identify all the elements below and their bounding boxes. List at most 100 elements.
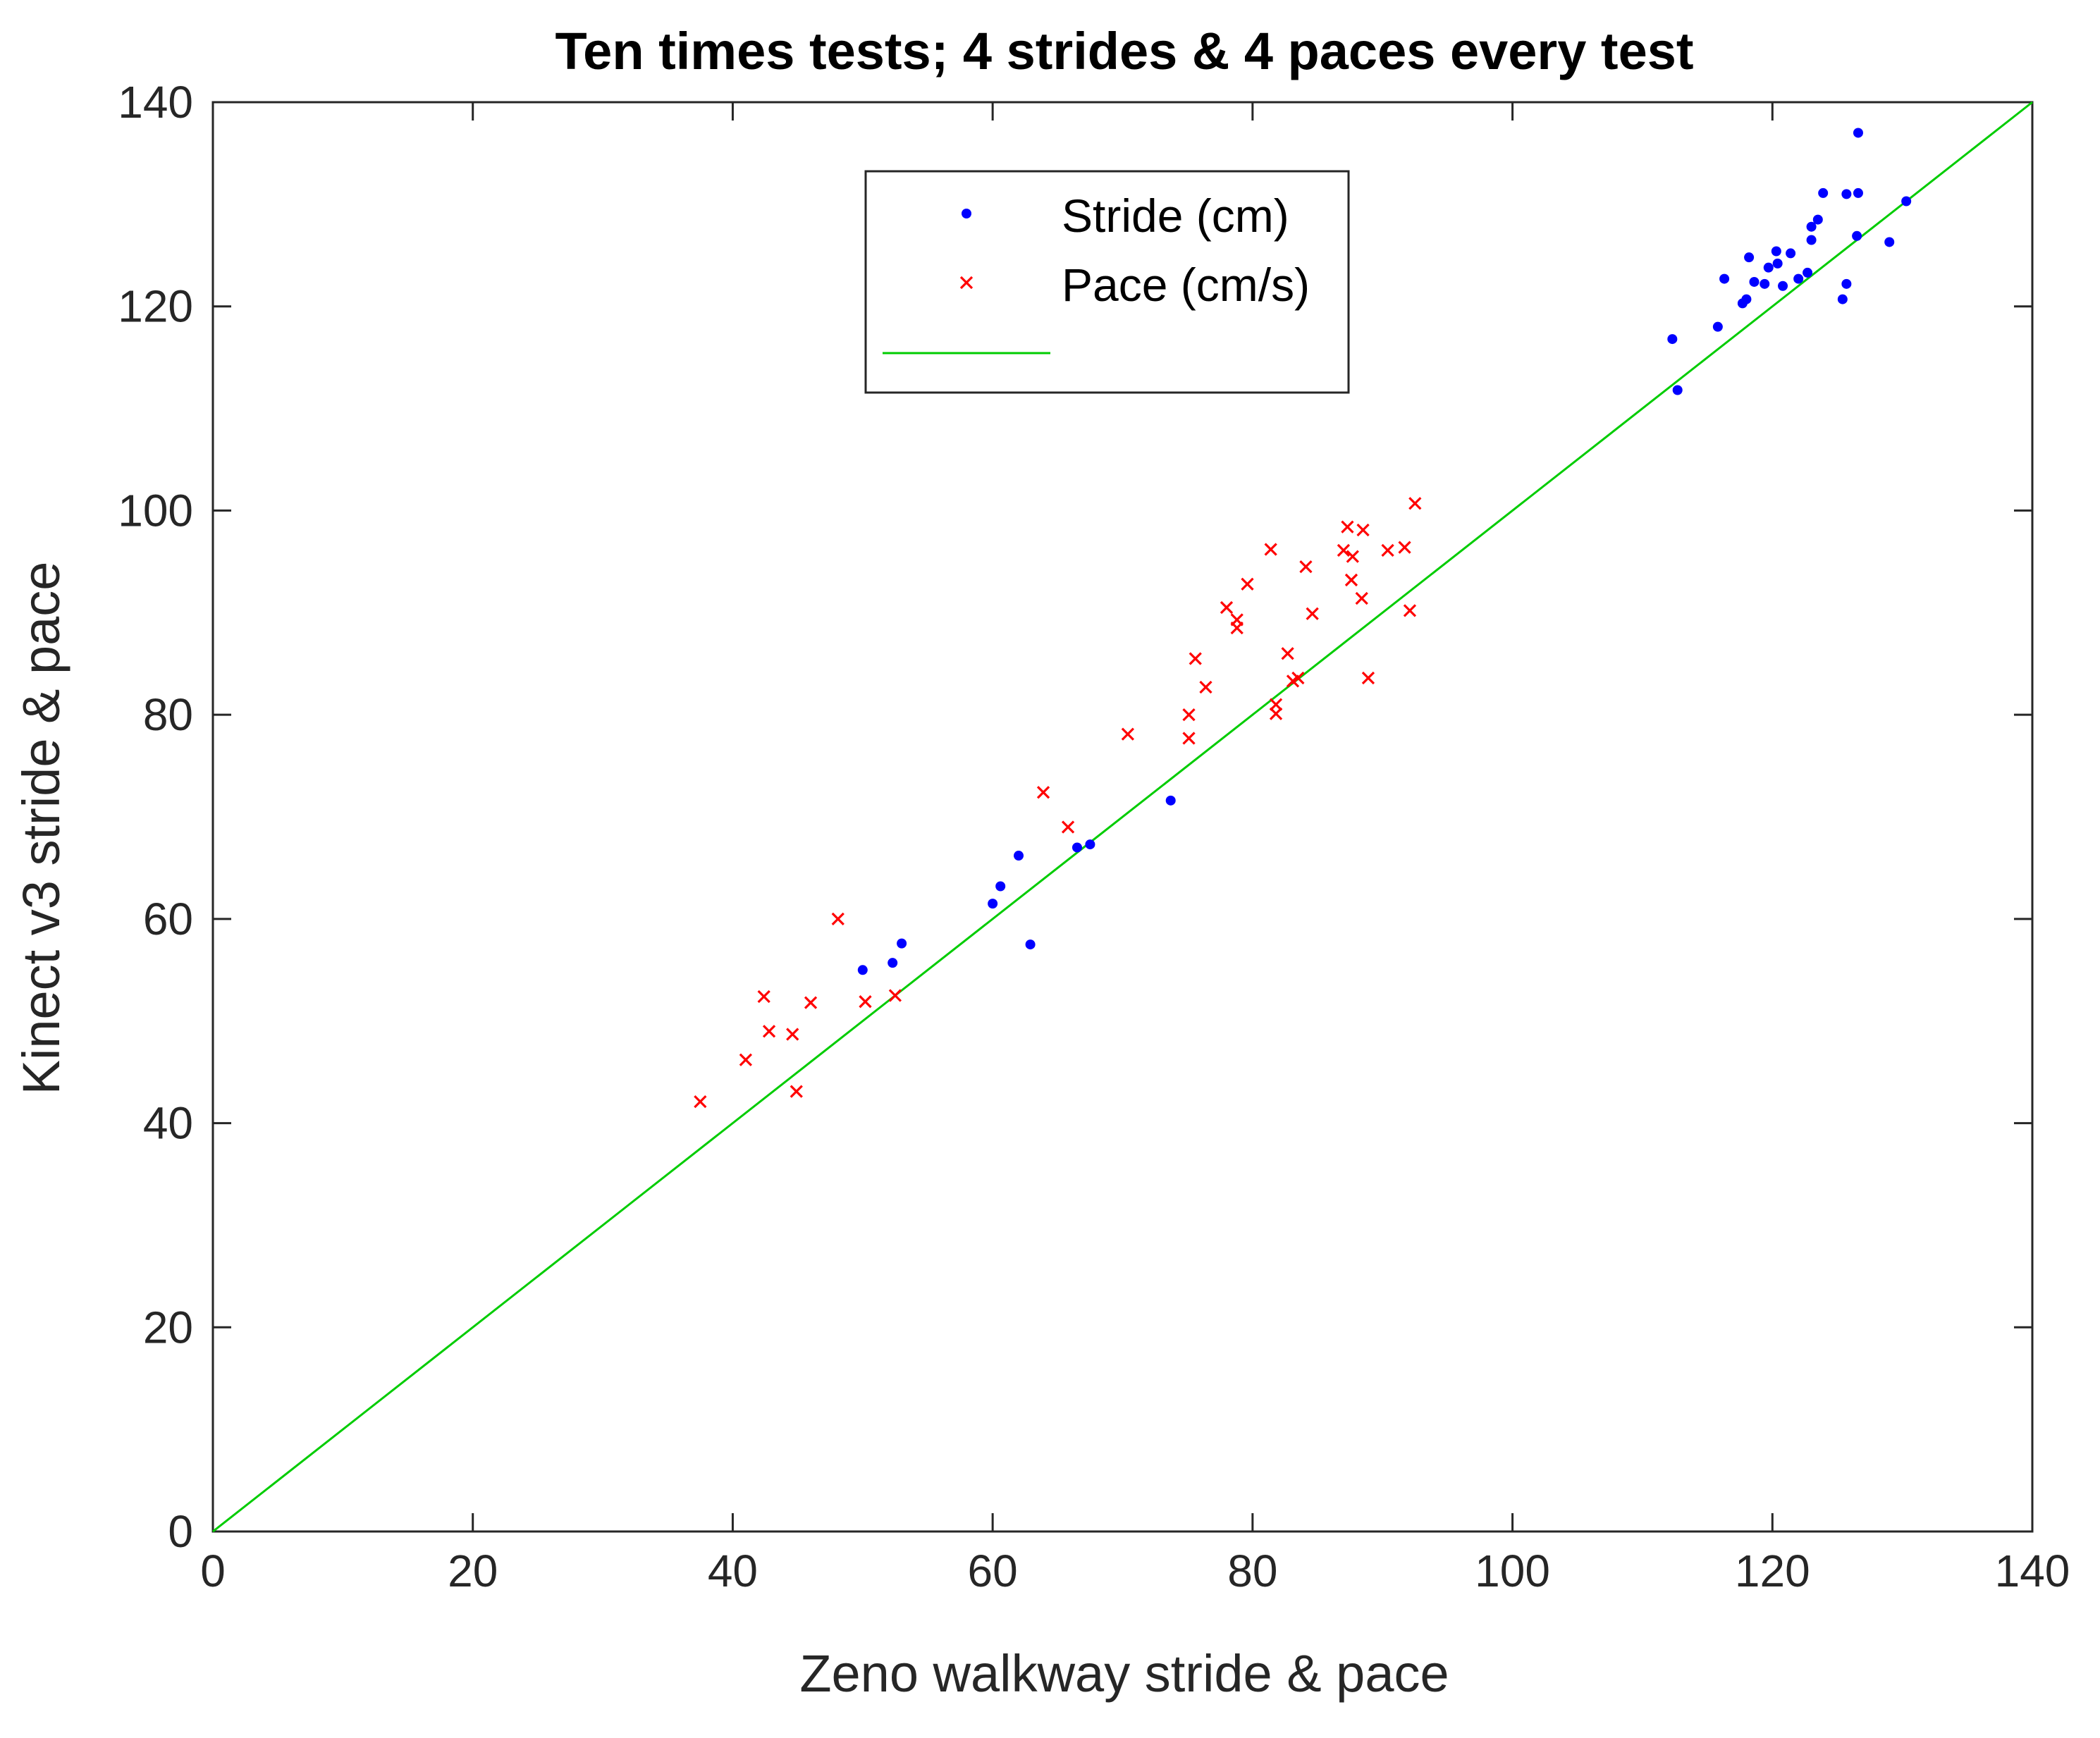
stride-point: [1741, 294, 1752, 304]
stride-point: [995, 881, 1006, 892]
pace-point: [1337, 543, 1351, 557]
legend-label: Stride (cm): [1062, 190, 1289, 242]
pace-point-stroke-b: [694, 1095, 707, 1109]
pace-point: [1398, 541, 1411, 554]
x-tick-label: 40: [708, 1546, 758, 1596]
y-tick-label: 40: [143, 1098, 193, 1149]
pace-point: [762, 1025, 776, 1038]
pace-point-stroke-b: [786, 1028, 799, 1041]
pace-point: [1361, 671, 1375, 685]
stride-point: [1806, 235, 1817, 245]
pace-point-stroke-b: [1403, 604, 1417, 617]
legend-pace-marker: [959, 276, 974, 290]
stride-point: [1667, 334, 1678, 345]
x-tick-label: 100: [1475, 1546, 1550, 1596]
pace-point-stroke-b: [1241, 577, 1254, 591]
stride-point: [1812, 214, 1823, 225]
axes-box: [211, 101, 2034, 1533]
stride-point: [1025, 939, 1036, 950]
stride-point: [1901, 196, 1912, 207]
pace-point: [1264, 543, 1277, 556]
pace-point: [1182, 732, 1196, 745]
y-tick-label: 140: [118, 77, 193, 128]
pace-point: [786, 1028, 799, 1041]
pace-point-stroke-b: [1299, 560, 1313, 574]
stride-point: [1014, 851, 1024, 861]
pace-point-stroke-b: [888, 989, 902, 1002]
y-tick-label: 20: [143, 1302, 193, 1352]
pace-point-stroke-b: [1036, 786, 1050, 799]
pace-point: [1355, 591, 1368, 605]
stride-point: [1806, 221, 1817, 232]
pace-point: [1281, 647, 1294, 660]
pace-point: [831, 912, 845, 925]
pace-point: [1199, 680, 1212, 694]
pace-point-stroke-b: [1356, 523, 1370, 537]
pace-point: [1269, 698, 1283, 711]
pace-point-stroke-b: [1230, 621, 1244, 635]
pace-point: [790, 1085, 803, 1098]
pace-point: [1241, 577, 1254, 591]
pace-point: [1036, 786, 1050, 799]
pace-point: [1299, 560, 1313, 574]
pace-point: [1291, 671, 1305, 685]
pace-point-stroke-b: [1189, 652, 1202, 665]
pace-point-stroke-b: [1182, 708, 1196, 722]
pace-point: [1403, 604, 1417, 617]
pace-point: [1182, 708, 1196, 722]
pace-point: [1061, 820, 1075, 834]
pace-point-stroke-b: [1361, 671, 1375, 685]
stride-point: [1719, 273, 1730, 284]
pace-point: [859, 995, 872, 1009]
pace-point-stroke-b: [1341, 520, 1354, 534]
pace-point: [1341, 520, 1354, 534]
pace-point-stroke-b: [831, 912, 845, 925]
legend-stride-marker: [962, 209, 971, 218]
y-tick-label: 60: [143, 894, 193, 944]
stride-point: [1841, 189, 1852, 199]
stride-point: [1772, 258, 1783, 269]
x-tick-label: 120: [1735, 1546, 1810, 1596]
legend-pace-marker-stroke-b: [959, 276, 974, 290]
stride-point: [1803, 267, 1813, 278]
pace-point-stroke-b: [1408, 497, 1422, 510]
stride-point: [1853, 187, 1863, 198]
stride-point: [897, 938, 907, 949]
y-tick-label: 80: [143, 689, 193, 740]
stride-point: [988, 899, 998, 909]
pace-point-stroke-b: [1264, 543, 1277, 556]
plot-area: 0 20 40 60 80 100 120 140 0 20 40 60 80 100 120 140: [118, 77, 2070, 1596]
identity-line: [212, 101, 2033, 1533]
chart-title: Ten times tests; 4 strides & 4 paces eve…: [555, 22, 1693, 80]
pace-point-stroke-b: [1398, 541, 1411, 554]
pace-point: [888, 989, 902, 1002]
pace-point-stroke-b: [1291, 671, 1305, 685]
stride-point: [1712, 321, 1723, 332]
pace-point-stroke-b: [1220, 600, 1234, 615]
pace-point-stroke-b: [859, 995, 872, 1009]
pace-point-stroke-b: [1281, 647, 1294, 660]
stride-point: [1852, 230, 1862, 241]
stride-point: [1760, 278, 1770, 289]
stride-point: [1841, 278, 1852, 289]
pace-point-stroke-b: [1199, 680, 1212, 694]
stride-point: [1072, 842, 1082, 853]
stride-point: [1818, 187, 1829, 198]
pace-point: [1346, 550, 1359, 563]
pace-point: [739, 1053, 752, 1066]
legend: Stride (cm) Pace (cm/s): [864, 170, 1350, 394]
pace-point-stroke-b: [1344, 573, 1358, 587]
pace-point-stroke-b: [1182, 732, 1196, 745]
pace-point-stroke-b: [1381, 543, 1394, 557]
y-tick-label: 0: [168, 1506, 193, 1557]
stride-point: [1165, 795, 1176, 806]
pace-point: [757, 990, 770, 1004]
stride-point: [1853, 128, 1863, 138]
y-tick-label: 100: [118, 485, 193, 536]
pace-point-stroke-b: [757, 990, 770, 1004]
y-tick-label: 120: [118, 281, 193, 332]
stride-point: [888, 958, 898, 968]
pace-point-stroke-b: [762, 1025, 776, 1038]
pace-point: [1189, 652, 1202, 665]
